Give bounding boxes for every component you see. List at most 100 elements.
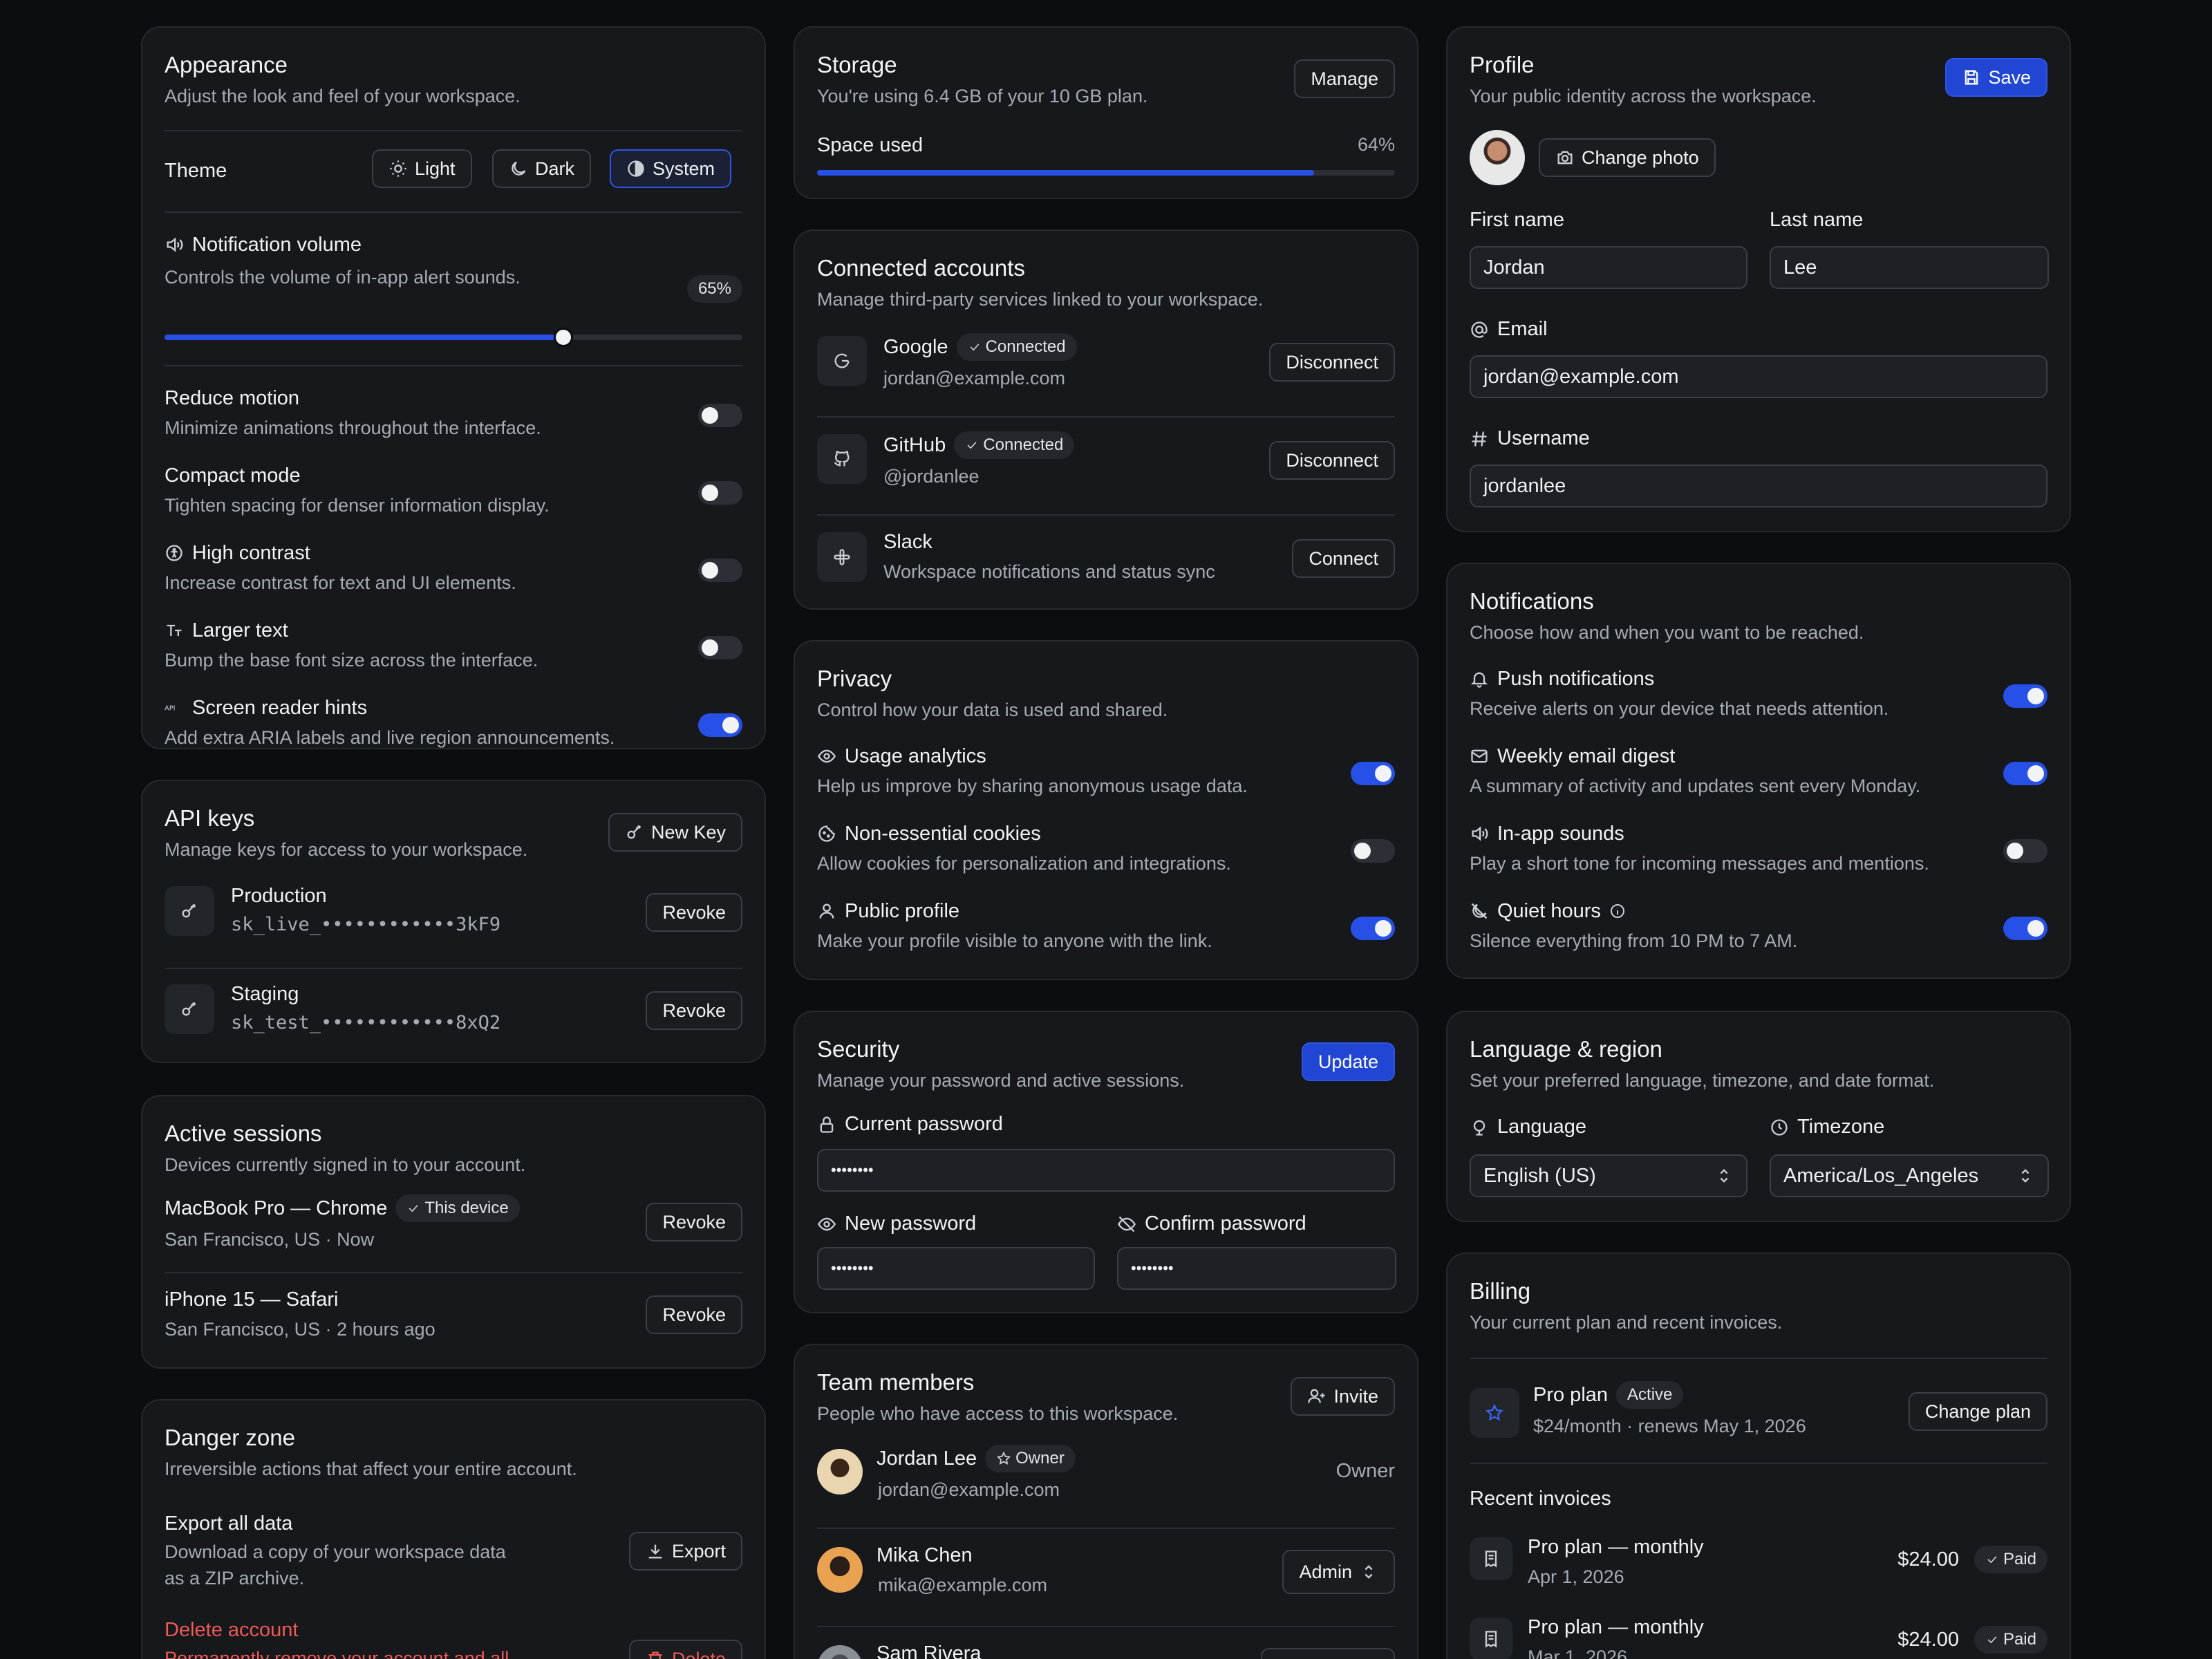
privacy-toggle[interactable] <box>1351 839 1395 863</box>
notification-toggle[interactable] <box>2003 762 2047 785</box>
appearance-toggle[interactable] <box>698 559 742 582</box>
api-key-name: Staging <box>231 983 299 1005</box>
appearance-toggle[interactable] <box>698 404 742 427</box>
change-plan-button[interactable]: Change plan <box>1908 1392 2047 1431</box>
session-device: MacBook Pro — Chrome <box>165 1197 388 1219</box>
check-icon <box>965 438 979 452</box>
export-desc-2: as a ZIP archive. <box>165 1568 305 1588</box>
divider <box>817 1626 1395 1627</box>
google-icon <box>832 351 852 371</box>
theme-row: Theme <box>165 147 742 195</box>
appearance-toggle[interactable] <box>698 481 742 505</box>
revoke-key-button[interactable]: Revoke <box>646 991 742 1030</box>
divider <box>1470 1358 2047 1359</box>
timezone-select[interactable]: America/Los_Angeles <box>1770 1154 2049 1197</box>
confirm-password-input[interactable]: •••••••• <box>1117 1247 1396 1290</box>
service-detail: jordan@example.com <box>883 368 1066 388</box>
username-input[interactable]: jordanlee <box>1470 465 2047 507</box>
revoke-session-button[interactable]: Revoke <box>646 1295 742 1334</box>
new-key-button[interactable]: New Key <box>608 813 742 852</box>
appearance-card: Appearance Adjust the look and feel of y… <box>141 26 766 749</box>
bell-icon <box>1470 669 1489 688</box>
new-password-input[interactable]: •••••••• <box>817 1247 1095 1290</box>
divider <box>1470 1463 2047 1464</box>
volume-slider-thumb[interactable] <box>554 328 573 347</box>
export-title: Export all data <box>165 1512 293 1535</box>
service-detail: @jordanlee <box>883 466 980 487</box>
card-title: Storage <box>817 52 897 77</box>
volume-value-badge: 65% <box>686 275 742 303</box>
member-role-select[interactable]: Admin <box>1282 1550 1395 1594</box>
recent-invoices-label: Recent invoices <box>1470 1488 1611 1510</box>
member-avatar <box>817 1645 863 1659</box>
divider <box>165 365 742 366</box>
notification-toggle[interactable] <box>2003 839 2047 863</box>
clock-icon <box>1770 1118 1789 1137</box>
connect-button[interactable]: Connect <box>1292 539 1395 578</box>
revoke-key-button[interactable]: Revoke <box>646 893 742 932</box>
new-key-label: New Key <box>650 821 726 843</box>
card-subtitle: Manage your password and active sessions… <box>817 1070 1185 1091</box>
notification-toggle[interactable] <box>2003 917 2047 940</box>
change-photo-button[interactable]: Change photo <box>1539 138 1716 177</box>
appearance-desc: Minimize animations throughout the inter… <box>165 418 541 438</box>
current-password-label: Current password <box>817 1113 1003 1136</box>
update-password-button[interactable]: Update <box>1301 1042 1395 1081</box>
privacy-label: Public profile <box>845 900 960 922</box>
key-plus-icon <box>625 823 644 842</box>
current-password-input[interactable]: •••••••• <box>817 1149 1395 1192</box>
last-name-input[interactable]: Lee <box>1770 246 2049 289</box>
notification-row: Quiet hours Silence everything from 10 PM… <box>1470 899 2047 953</box>
notification-toggle[interactable] <box>2003 684 2047 708</box>
this-device-badge: This device <box>395 1194 520 1222</box>
team-member-row: Jordan Lee Owner jordan@example.com <box>877 1445 1395 1501</box>
plan-row: Pro plan Active $24/month · renews May 1,… <box>1533 1381 2047 1438</box>
notification-row: Weekly email digest A summary of activity… <box>1470 744 2047 798</box>
card-subtitle: Control how your data is used and shared… <box>817 700 1168 720</box>
privacy-toggle[interactable] <box>1351 762 1395 785</box>
revoke-label: Revoke <box>662 1000 726 1021</box>
disconnect-button[interactable]: Disconnect <box>1269 441 1395 480</box>
card-subtitle: Set your preferred language, timezone, a… <box>1470 1070 1935 1091</box>
theme-light-button[interactable]: Light <box>372 149 472 188</box>
invoice-name: Pro plan — monthly <box>1528 1616 1704 1638</box>
theme-system-button[interactable]: System <box>610 149 732 188</box>
chevron-up-down-icon <box>1714 1166 1734 1185</box>
privacy-toggle[interactable] <box>1351 917 1395 940</box>
card-title: Appearance <box>165 52 288 77</box>
language-select[interactable]: English (US) <box>1470 1154 1747 1197</box>
profile-avatar[interactable] <box>1470 130 1525 185</box>
volume-slider-fill <box>165 335 563 340</box>
delete-account-button[interactable]: Delete <box>628 1640 742 1659</box>
service-action-label: Disconnect <box>1286 351 1378 373</box>
save-profile-button[interactable]: Save <box>1945 58 2047 97</box>
manage-storage-button[interactable]: Manage <box>1294 59 1395 98</box>
invoice-row[interactable]: Pro plan — monthly Apr 1, 2026 <box>1528 1535 2047 1588</box>
invoice-row[interactable]: Pro plan — monthly Mar 1, 2026 <box>1528 1615 2047 1659</box>
api-key-row: Production sk_live_••••••••••••3kF9 <box>231 883 742 935</box>
member-role-select[interactable] <box>1261 1648 1395 1659</box>
volume-slider[interactable] <box>165 328 742 347</box>
theme-dark-button[interactable]: Dark <box>492 149 592 188</box>
eye-off-icon <box>1117 1215 1136 1234</box>
card-subtitle: Adjust the look and feel of your workspa… <box>165 86 521 106</box>
user-plus-icon <box>1307 1387 1327 1406</box>
divider <box>817 1528 1395 1529</box>
language-label: Language <box>1470 1116 1586 1138</box>
appearance-toggle[interactable] <box>698 636 742 659</box>
check-icon <box>968 340 982 354</box>
disconnect-button[interactable]: Disconnect <box>1269 343 1395 382</box>
export-button[interactable]: Export <box>628 1532 742 1571</box>
check-icon <box>1985 1553 1999 1566</box>
revoke-session-button[interactable]: Revoke <box>646 1203 742 1241</box>
security-card: Security Manage your password and active… <box>794 1011 1418 1313</box>
first-name-input[interactable]: Jordan <box>1470 246 1747 289</box>
privacy-label: Non-essential cookies <box>845 823 1041 845</box>
appearance-toggle[interactable] <box>698 713 742 737</box>
email-input[interactable]: jordan@example.com <box>1470 355 2047 398</box>
info-icon[interactable] <box>1609 903 1626 919</box>
invite-button[interactable]: Invite <box>1291 1377 1395 1416</box>
change-plan-label: Change plan <box>1924 1400 2031 1422</box>
card-subtitle: You're using 6.4 GB of your 10 GB plan. <box>817 86 1148 106</box>
plan-icon-box <box>1470 1388 1519 1438</box>
